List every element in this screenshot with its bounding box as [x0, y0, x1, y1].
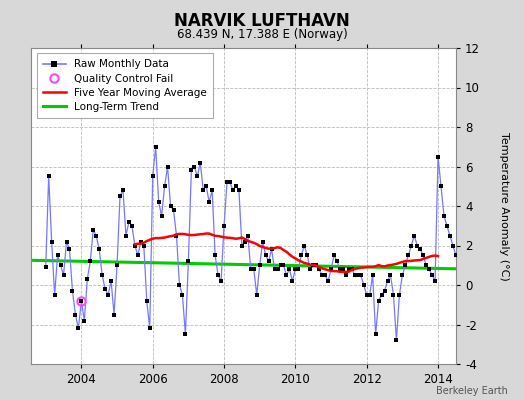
Text: 68.439 N, 17.388 E (Norway): 68.439 N, 17.388 E (Norway) — [177, 28, 347, 41]
Text: NARVIK LUFTHAVN: NARVIK LUFTHAVN — [174, 12, 350, 30]
Y-axis label: Temperature Anomaly (°C): Temperature Anomaly (°C) — [499, 132, 509, 280]
Legend: Raw Monthly Data, Quality Control Fail, Five Year Moving Average, Long-Term Tren: Raw Monthly Data, Quality Control Fail, … — [37, 53, 213, 118]
Text: Berkeley Earth: Berkeley Earth — [436, 386, 508, 396]
